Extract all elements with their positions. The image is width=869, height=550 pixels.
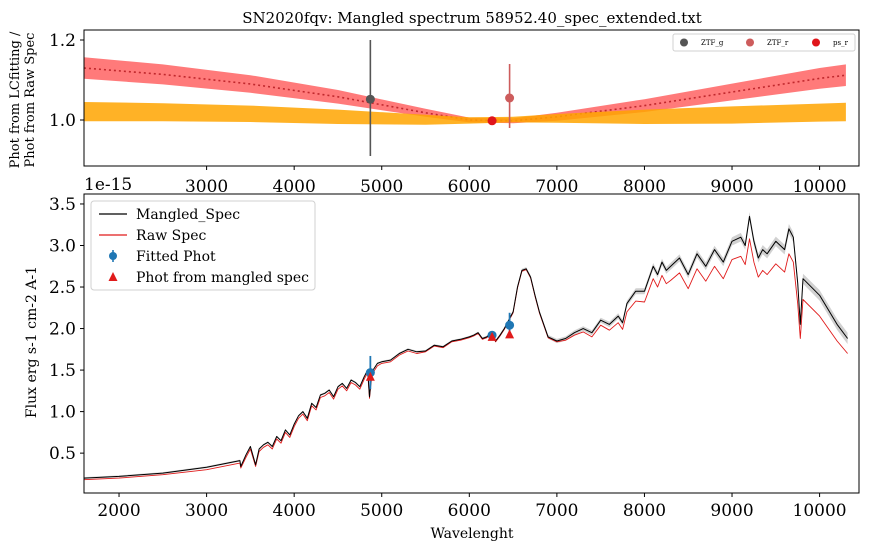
- bottom-legend-label: Fitted Phot: [136, 249, 216, 265]
- bottom-panel: 2000 3000 4000 5000 6000 7000 8000 9000 10000 0.5…: [24, 193, 860, 542]
- bottom-y-tick-label: 0.5: [49, 444, 76, 464]
- bottom-axes-frame: [83, 193, 860, 494]
- top-plot-area: [83, 40, 846, 156]
- fitted-phot-point: [505, 320, 515, 330]
- top-axes-frame: [83, 29, 860, 167]
- top-legend: ZTF_g ZTF_r ps_r: [672, 33, 856, 52]
- legend-triangle-marker: [108, 272, 118, 281]
- bottom-x-tick-label: 8000: [623, 501, 666, 521]
- point-ZTF_g: [365, 94, 375, 104]
- top-x-tick-label: 5000: [360, 177, 403, 197]
- top-y-axis-label-line-2: Phot from Raw Spec: [23, 33, 38, 168]
- bottom-x-axis-label: Wavelenght: [430, 526, 513, 542]
- legend-point-marker: [109, 252, 117, 260]
- bottom-x-tick-label: 3000: [185, 501, 228, 521]
- bottom-x-tick-label: 5000: [360, 501, 403, 521]
- bottom-x-tick-label: 9000: [710, 501, 753, 521]
- bottom-y-tick-label: 3.0: [49, 236, 76, 256]
- uncertainty-band-0: [84, 57, 846, 124]
- bottom-legend-box: [90, 200, 316, 291]
- bottom-axis-ticks: 2000 3000 4000 5000 6000 7000 8000 9000 10000 0.5…: [49, 195, 847, 521]
- bottom-x-tick-label: 2000: [97, 501, 140, 521]
- bottom-y-axis-label: Flux erg s-1 cm-2 A-1: [24, 266, 40, 418]
- top-y-tick-label: 1.0: [49, 111, 76, 131]
- top-legend-label: ZTF_g: [701, 39, 724, 47]
- mangled-phot-triangle: [487, 331, 497, 341]
- uncertainty-band-1: [84, 102, 846, 125]
- mangled-phot-triangle: [365, 371, 375, 381]
- top-legend-label: ZTF_r: [767, 39, 789, 47]
- bottom-y-tick-label: 1.0: [49, 403, 76, 423]
- top-legend-marker: [812, 38, 820, 47]
- bottom-y-tick-label: 2.5: [49, 278, 76, 298]
- top-axis-ticks: 3000 4000 5000 6000 7000 8000 9000 10000 1.0 1.2: [49, 31, 847, 197]
- bottom-y-tick-label: 3.5: [49, 195, 76, 215]
- top-y-tick-label: 1.2: [49, 31, 76, 51]
- bottom-legend-label: Raw Spec: [136, 228, 206, 244]
- bottom-plot-area: [83, 212, 849, 481]
- chart-title: SN2020fqv: Mangled spectrum 58952.40_spe…: [242, 9, 701, 27]
- bottom-legend-label: Phot from mangled spec: [136, 270, 309, 286]
- bottom-x-tick-label: 10000: [793, 501, 847, 521]
- bottom-x-tick-label: 4000: [273, 501, 316, 521]
- point-ZTF_r: [505, 93, 515, 103]
- bottom-y-tick-label: 2.0: [49, 320, 76, 340]
- top-x-tick-label: 10000: [793, 177, 847, 197]
- top-x-tick-label: 7000: [535, 177, 578, 197]
- top-legend-marker: [680, 38, 688, 47]
- top-legend-box: [672, 33, 856, 52]
- top-y-axis-label-line-1: Phot from LCfitting /: [8, 31, 23, 168]
- offset-text: 1e-15: [84, 175, 132, 195]
- top-legend-marker: [746, 38, 754, 47]
- top-x-tick-label: 4000: [273, 177, 316, 197]
- bottom-x-tick-label: 6000: [448, 501, 491, 521]
- mangled-phot-triangle: [505, 329, 515, 339]
- top-x-tick-label: 6000: [448, 177, 491, 197]
- bottom-x-tick-label: 7000: [535, 501, 578, 521]
- top-x-tick-label: 3000: [185, 177, 228, 197]
- point-ps_r: [487, 116, 497, 126]
- bottom-legend: Mangled_Spec Raw Spec Fitted Phot Phot from…: [90, 200, 316, 291]
- bottom-legend-label: Mangled_Spec: [136, 207, 240, 223]
- top-x-tick-label: 8000: [623, 177, 666, 197]
- top-panel: SN2020fqv: Mangled spectrum 58952.40_spe…: [8, 9, 860, 197]
- top-legend-label: ps_r: [833, 39, 849, 47]
- bottom-y-tick-label: 1.5: [49, 361, 76, 381]
- top-x-tick-label: 9000: [710, 177, 753, 197]
